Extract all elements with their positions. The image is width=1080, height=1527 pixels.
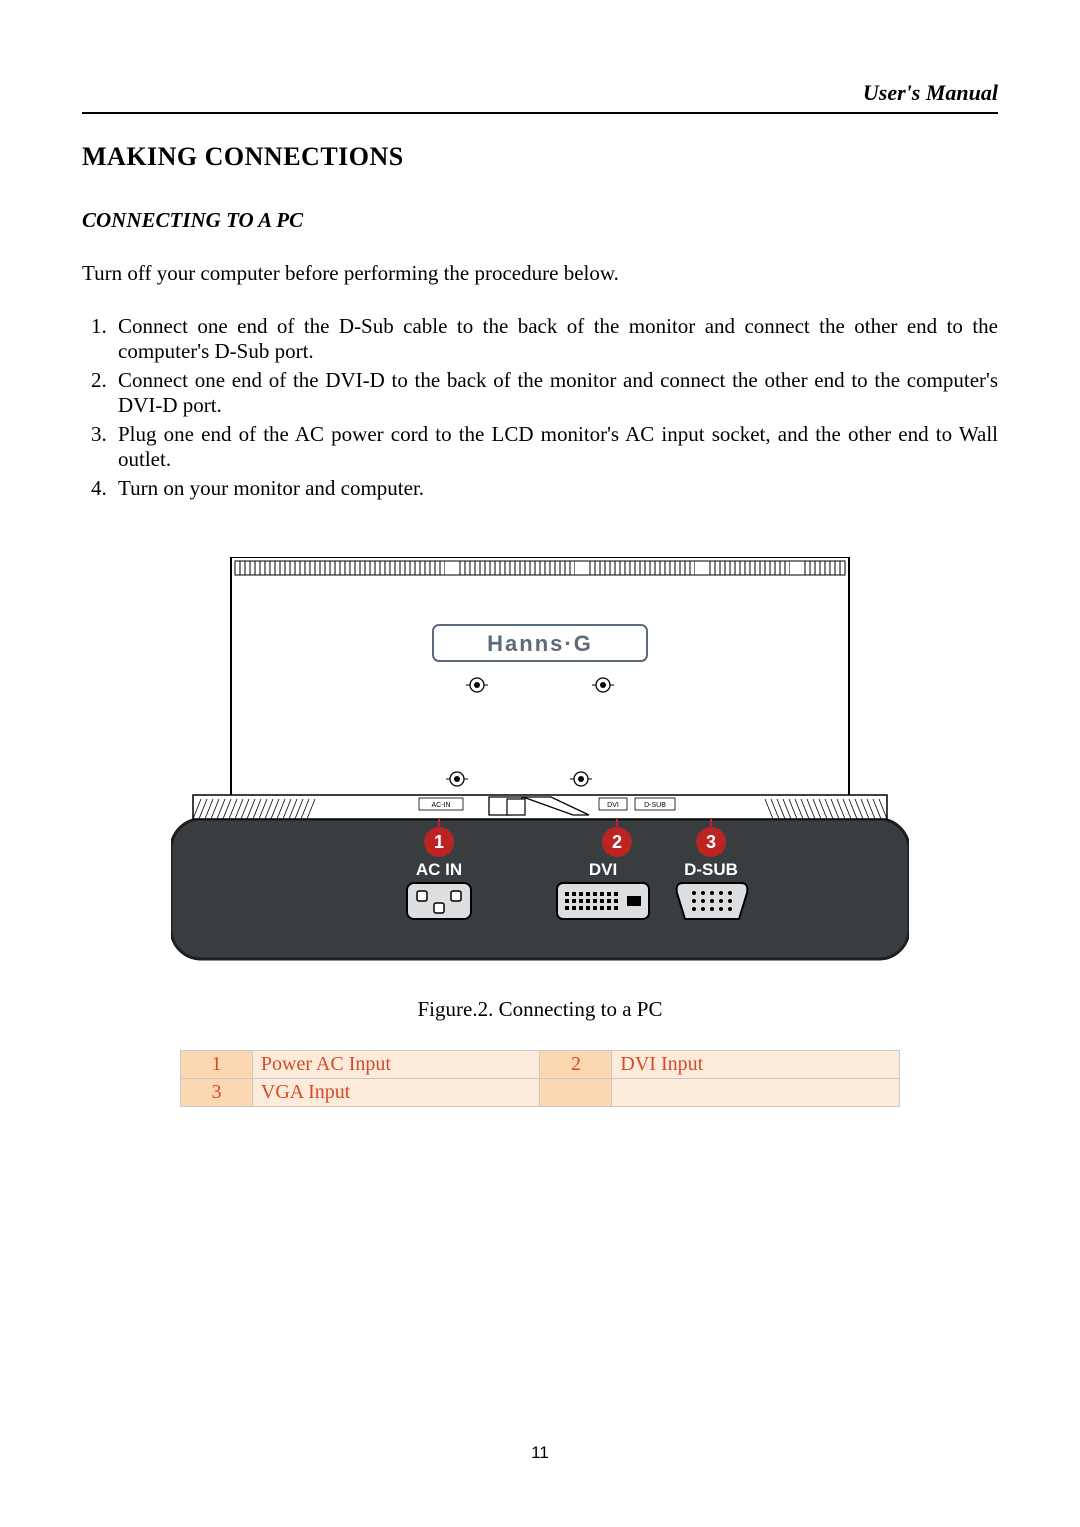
figure-container: Hanns·G AC-IN DVI D-SUB 1 2 3 AC IN DVI D-SUB — [171, 557, 909, 967]
svg-text:AC IN: AC IN — [416, 860, 462, 879]
legend-index — [540, 1079, 612, 1107]
legend-index: 1 — [181, 1051, 253, 1079]
table-row: 1 Power AC Input 2 DVI Input — [181, 1051, 900, 1079]
legend-index: 3 — [181, 1079, 253, 1107]
figure-diagram: Hanns·G AC-IN DVI D-SUB 1 2 3 AC IN DVI D-SUB — [171, 557, 909, 967]
main-heading: MAKING CONNECTIONS — [82, 142, 998, 172]
legend-label: VGA Input — [252, 1079, 540, 1107]
step-item: Plug one end of the AC power cord to the… — [112, 422, 998, 472]
intro-paragraph: Turn off your computer before performing… — [82, 261, 998, 286]
svg-text:1: 1 — [434, 832, 444, 852]
svg-text:D-SUB: D-SUB — [644, 802, 666, 809]
legend-label: Power AC Input — [252, 1051, 540, 1079]
step-item: Turn on your monitor and computer. — [112, 476, 998, 501]
svg-text:Hanns·G: Hanns·G — [487, 631, 593, 656]
legend-index: 2 — [540, 1051, 612, 1079]
figure-caption: Figure.2. Connecting to a PC — [82, 997, 998, 1022]
step-item: Connect one end of the D-Sub cable to th… — [112, 314, 998, 364]
legend-label: DVI Input — [612, 1051, 900, 1079]
legend-table: 1 Power AC Input 2 DVI Input 3 VGA Input — [180, 1050, 900, 1107]
running-header: User's Manual — [82, 80, 998, 114]
page-number: 11 — [0, 1443, 1080, 1463]
table-row: 3 VGA Input — [181, 1079, 900, 1107]
svg-text:D-SUB: D-SUB — [684, 860, 738, 879]
svg-text:AC-IN: AC-IN — [431, 802, 450, 809]
svg-text:3: 3 — [706, 832, 716, 852]
svg-text:DVI: DVI — [589, 860, 617, 879]
sub-heading: CONNECTING TO A PC — [82, 208, 998, 233]
steps-list: Connect one end of the D-Sub cable to th… — [82, 314, 998, 501]
svg-text:2: 2 — [612, 832, 622, 852]
step-item: Connect one end of the DVI-D to the back… — [112, 368, 998, 418]
legend-label — [612, 1079, 900, 1107]
svg-text:DVI: DVI — [607, 802, 619, 809]
